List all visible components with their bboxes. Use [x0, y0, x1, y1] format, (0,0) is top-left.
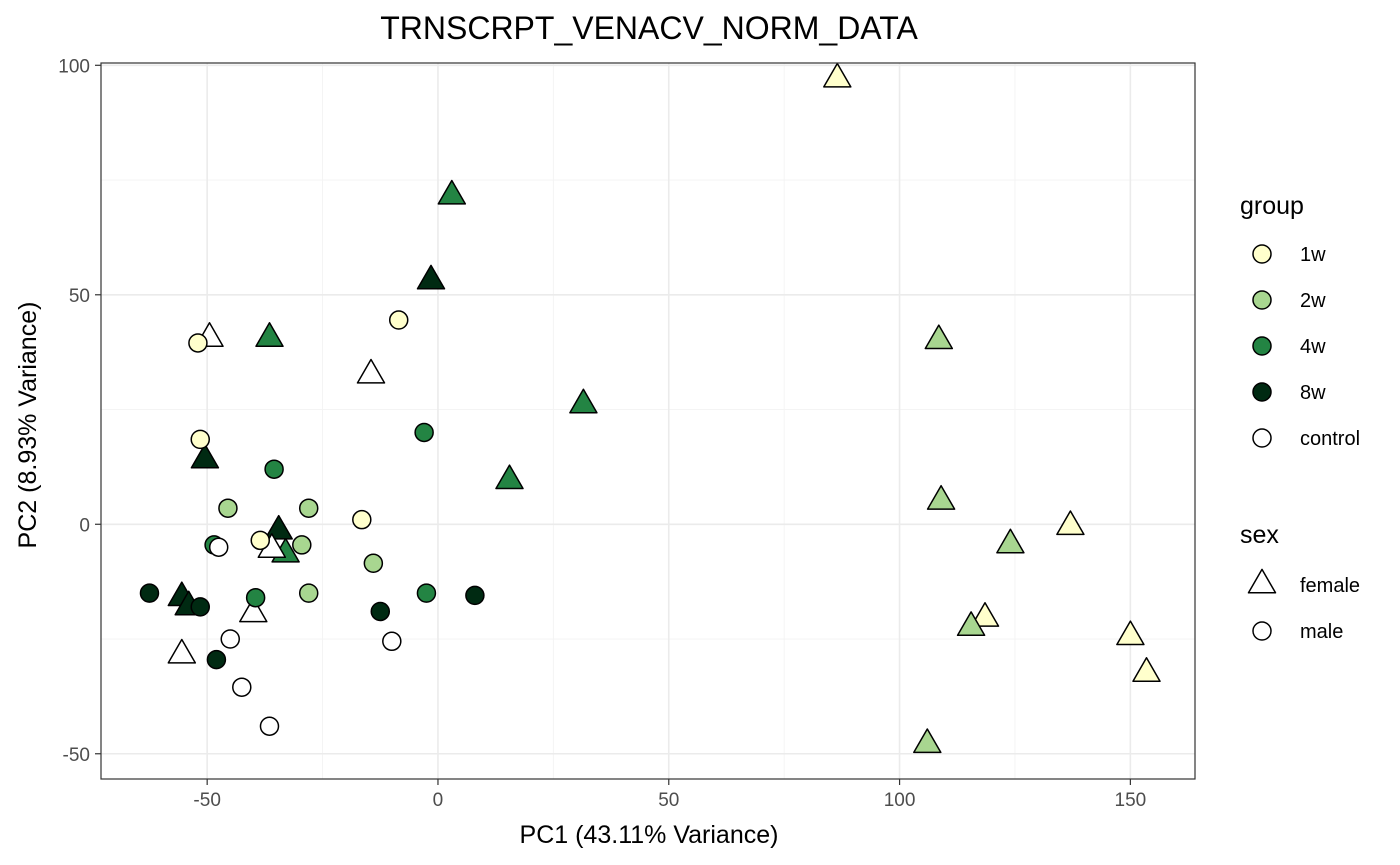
legend-sex-label: female [1300, 575, 1360, 597]
data-point-male-1w [190, 429, 210, 450]
y-axis: -50 0 50 100 [58, 56, 101, 766]
data-point-female-2w [996, 528, 1025, 554]
x-tick-label: 100 [884, 790, 916, 811]
x-tick-label: 150 [1115, 790, 1147, 811]
legend-group-label: 8w [1300, 382, 1326, 404]
data-point-male-8w [190, 597, 210, 617]
data-point-male-2w [363, 553, 384, 574]
legend-group-label: control [1300, 428, 1360, 450]
data-point-female-8w [190, 443, 220, 469]
x-tick-label: 0 [433, 790, 444, 811]
y-tick-label: 0 [79, 515, 90, 536]
data-point-male-2w [298, 498, 319, 518]
data-point-male-8w [206, 649, 227, 670]
x-axis: -50 0 50 100 150 [193, 779, 1146, 811]
data-point-male-1w [250, 530, 271, 551]
y-tick-label: -50 [63, 745, 90, 766]
data-point-female-1w [1116, 620, 1145, 646]
legend-group-label: 1w [1300, 244, 1326, 266]
data-point-female-control [167, 638, 197, 664]
legend-group-key-1w [1252, 244, 1272, 264]
data-point-female-8w [416, 264, 446, 290]
legend-group-key-8w [1252, 382, 1272, 402]
data-points [139, 62, 1161, 754]
legend-sex-key-male [1252, 621, 1272, 641]
data-point-male-2w [292, 535, 312, 555]
legend-group-label: 2w [1300, 290, 1326, 312]
plot-panel [100, 62, 1196, 780]
y-axis-title: PC2 (8.93% Variance) [14, 302, 42, 549]
plot-frame [100, 62, 1196, 780]
legend-group-label: 4w [1300, 336, 1326, 358]
data-point-male-1w [188, 333, 208, 353]
data-point-male-1w [388, 310, 409, 330]
x-tick-label: -50 [193, 790, 220, 811]
data-point-female-4w [255, 322, 284, 347]
y-tick-label: 100 [58, 56, 90, 77]
data-point-female-2w [956, 611, 986, 637]
legend-sex: sex female male [1240, 521, 1360, 643]
data-point-male-8w [465, 585, 485, 606]
data-point-female-2w [924, 324, 954, 350]
data-point-female-1w [1132, 657, 1161, 682]
data-point-female-4w [569, 388, 598, 414]
data-point-male-8w [139, 583, 160, 603]
grid-lines [101, 63, 1195, 779]
data-point-male-control [382, 631, 402, 652]
x-tick-label: 50 [658, 790, 679, 811]
data-point-male-4w [414, 422, 434, 443]
data-point-male-2w [298, 583, 319, 603]
legend-group-key-2w [1252, 290, 1272, 310]
data-point-female-1w [970, 602, 1000, 627]
data-point-female-2w [926, 484, 956, 510]
data-point-male-8w [370, 601, 391, 622]
y-tick-label: 50 [69, 286, 90, 307]
data-point-male-control [259, 716, 280, 736]
data-point-female-2w [913, 728, 942, 754]
data-point-male-4w [416, 583, 437, 603]
x-axis-title: PC1 (43.11% Variance) [520, 821, 779, 849]
legend-sex-label: male [1300, 621, 1343, 643]
data-point-female-1w [1056, 510, 1085, 536]
data-point-female-4w [437, 179, 467, 205]
data-point-female-control [239, 597, 268, 623]
legend-group-title: group [1240, 192, 1304, 220]
legend-sex-title: sex [1240, 521, 1279, 549]
legend-group-key-control [1252, 428, 1272, 448]
data-point-male-1w [352, 509, 372, 530]
legend-group: group 1w 2w 4w 8w control [1240, 192, 1360, 450]
data-point-male-control [220, 629, 240, 649]
data-point-male-control [208, 537, 229, 557]
legend-group-key-4w [1252, 336, 1272, 356]
data-point-female-8w [264, 514, 293, 540]
data-point-female-4w [495, 464, 524, 490]
data-point-male-4w [245, 587, 266, 608]
data-point-male-2w [218, 498, 238, 518]
data-point-female-1w [823, 62, 852, 88]
data-point-female-control [356, 358, 386, 384]
legend-sex-key-female [1247, 568, 1277, 594]
chart-title: TRNSCRPT_VENACV_NORM_DATA [380, 10, 918, 46]
data-point-male-control [232, 677, 252, 697]
data-point-male-4w [264, 459, 284, 479]
